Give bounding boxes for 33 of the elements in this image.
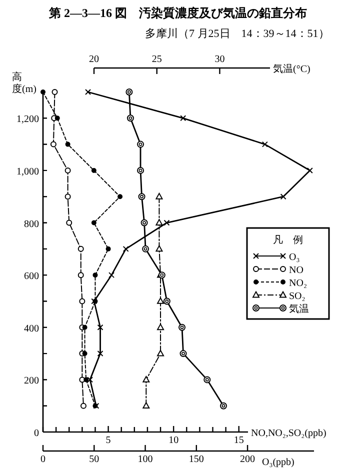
x2-tick-label: 20 (89, 54, 99, 65)
x-axis-title: O₃(ppb) (262, 457, 294, 468)
chart-subtitle: 多摩川（7 月25日 14：39～14：51） (145, 27, 330, 40)
legend-title: 凡 例 (273, 235, 303, 246)
x-tick-label: 100 (138, 454, 153, 465)
x2-axis-title: 気温(°C) (273, 63, 310, 75)
y-tick-label: 1,000 (16, 166, 39, 178)
legend-label: NO₂ (289, 278, 307, 289)
x-tick-label: 10 (168, 435, 179, 446)
y-axis-title: 高度(m) (12, 71, 36, 95)
chart-title: 第 2—3—16 図 汚染質濃度及び気温の鉛直分布 (48, 6, 307, 20)
x-tick-label: 50 (89, 454, 100, 465)
x-tick-label: 200 (240, 454, 256, 465)
y-tick-label: 0 (34, 428, 39, 439)
legend-label: SO₂ (289, 291, 306, 302)
legend: NO₂ (254, 278, 307, 289)
y-tick-label: 400 (24, 323, 39, 334)
x-tick-label: 5 (106, 435, 111, 446)
x-tick-label: 15 (234, 435, 244, 446)
legend-label: 気温 (289, 303, 309, 315)
legend: 気温 (252, 304, 309, 315)
x-axis-title: NO,NO₂,SO₂(ppb) (251, 428, 326, 439)
y-tick-label: 1,200 (16, 114, 39, 126)
y-tick-label: 200 (24, 376, 39, 387)
legend: O₃ (253, 252, 300, 263)
x2-tick-label: 30 (214, 54, 225, 65)
legend: NO (253, 265, 304, 276)
x-tick-label: 150 (188, 454, 204, 465)
y-tick-label: 800 (24, 218, 39, 230)
legend-label: NO (289, 265, 304, 276)
x2-tick-label: 25 (152, 54, 162, 65)
y-tick-label: 600 (24, 271, 39, 282)
legend: SO₂ (252, 290, 306, 302)
